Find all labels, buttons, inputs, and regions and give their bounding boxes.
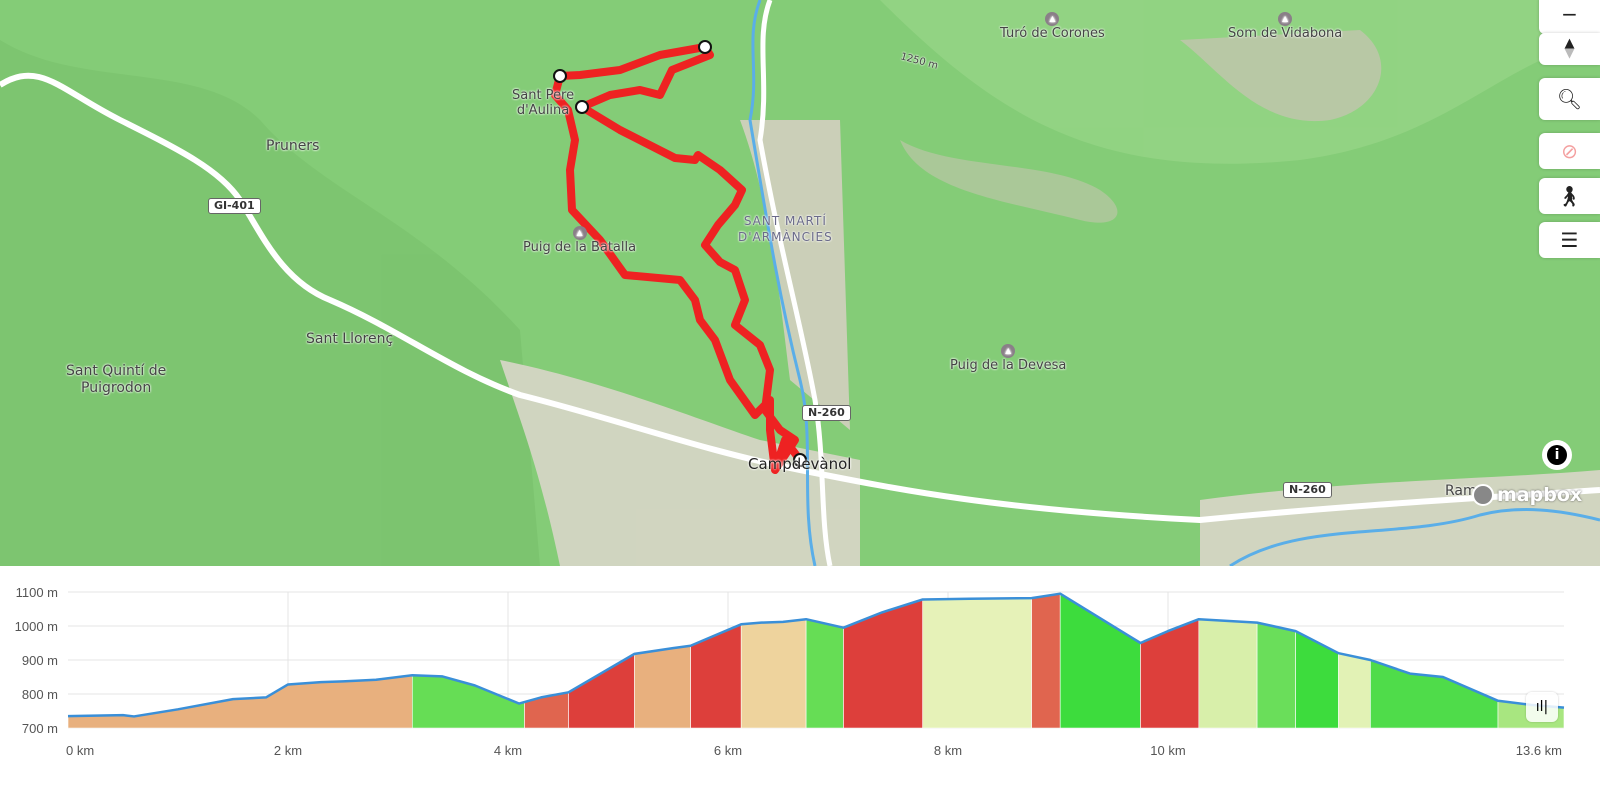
route-line	[551, 43, 804, 474]
compass-icon: ▲ ▼	[1564, 36, 1575, 61]
y-tick-label: 800 m	[22, 687, 58, 702]
peak-puig-batalla: ▲ Puig de la Batalla	[523, 226, 637, 255]
mapbox-logo[interactable]: mapbox	[1472, 484, 1582, 506]
gradient-segment	[1338, 652, 1371, 729]
peak-icon: ▲	[1001, 344, 1016, 358]
zoom-out-button[interactable]: −	[1539, 0, 1600, 34]
place-sant-quinti: Sant Quintí de Puigrodon	[66, 363, 167, 396]
gradient-segment	[1295, 630, 1339, 729]
gradient-segment	[843, 599, 923, 729]
gradient-segment	[805, 618, 844, 729]
gradient-segment	[1059, 593, 1141, 729]
gradient-segment	[922, 597, 1032, 729]
x-tick-label: 6 km	[714, 743, 742, 758]
place-sant-marti: SANT MARTÍ D'ARMÀNCIES	[738, 214, 833, 244]
info-button[interactable]: i	[1542, 440, 1572, 470]
peak-som-vidabona: ▲ Som de Vidabona	[1228, 12, 1343, 41]
gradient-segment	[1256, 622, 1296, 729]
road-shield-n260: N-260	[802, 405, 851, 421]
place-sant-pere: Sant Pere d'Aulina	[512, 88, 575, 118]
gradient-segment	[1370, 659, 1499, 729]
x-tick-label: 13.6 km	[1516, 743, 1562, 758]
chart-toggle-button[interactable]: ıl|	[1526, 692, 1558, 722]
search-icon: 🔍︎	[1556, 87, 1583, 111]
location-disabled-icon: ⊘	[1561, 139, 1578, 163]
waypoint-marker	[575, 100, 589, 114]
place-sant-llorenc: Sant Llorenç	[306, 331, 394, 347]
route-waypoints	[553, 40, 807, 467]
y-tick-label: 1000 m	[15, 619, 58, 634]
location-button[interactable]: ⊘	[1539, 133, 1600, 169]
start-marker	[793, 453, 807, 467]
gradient-segment	[568, 653, 635, 729]
road-shield-n260-east: N-260	[1283, 482, 1332, 498]
peak-turo-corones: ▲ Turó de Corones	[1000, 12, 1105, 41]
elevation-line	[67, 592, 1565, 718]
map[interactable]: ▲ Turó de Corones ▲ Som de Vidabona 1250 m…	[0, 0, 1600, 566]
y-tick-label: 1100 m	[16, 585, 58, 600]
terrain	[500, 0, 1600, 566]
x-tick-label: 4 km	[494, 743, 522, 758]
waypoint-marker	[553, 69, 567, 83]
layers-button[interactable]: ☰	[1539, 222, 1600, 258]
elevation-chart: 1100 m 1000 m 900 m 800 m 700 m 0 km 2 km 4 km 6…	[15, 585, 1565, 758]
gradient-segment	[634, 645, 691, 729]
bar-chart-icon: ıl|	[1535, 699, 1549, 715]
peak-puig-devesa: ▲ Puig de la Devesa	[950, 344, 1067, 373]
compass-button[interactable]: ▲ ▼	[1539, 33, 1600, 65]
waypoint-marker	[698, 40, 712, 54]
search-button[interactable]: 🔍︎	[1539, 78, 1600, 120]
x-tick-label: 2 km	[274, 743, 302, 758]
gradient-segment	[524, 691, 569, 729]
peak-icon: ▲	[1278, 12, 1293, 26]
accessibility-icon: 🚶︎	[1556, 184, 1583, 208]
x-tick-label: 10 km	[1150, 743, 1185, 758]
layers-icon: ☰	[1560, 228, 1579, 252]
x-tick-label: 0 km	[66, 743, 94, 758]
place-campdevanol: Campdevànol	[748, 455, 852, 473]
gradient-segment	[690, 623, 742, 729]
peak-icon: ▲	[1045, 12, 1060, 26]
info-icon: i	[1547, 445, 1567, 465]
peak-icon: ▲	[572, 226, 587, 240]
roads	[0, 0, 1600, 566]
road-shield-gi401: GI-401	[208, 198, 261, 214]
place-pruners: Pruners	[266, 138, 320, 154]
x-tick-label: 8 km	[934, 743, 962, 758]
map-canvas	[0, 0, 1600, 566]
accessibility-button[interactable]: 🚶︎	[1539, 178, 1600, 214]
gradient-segment	[1140, 618, 1200, 729]
zoom-out-icon: −	[1561, 2, 1578, 26]
gradient-segment	[67, 674, 413, 729]
gradient-segment	[1031, 593, 1061, 729]
elevation-profile[interactable]: 1100 m 1000 m 900 m 800 m 700 m 0 km 2 km 4 km 6…	[0, 566, 1600, 784]
y-tick-label: 700 m	[22, 721, 58, 736]
gradient-segment	[740, 618, 807, 729]
y-tick-label: 900 m	[22, 653, 58, 668]
gradient-segment	[1198, 618, 1258, 729]
